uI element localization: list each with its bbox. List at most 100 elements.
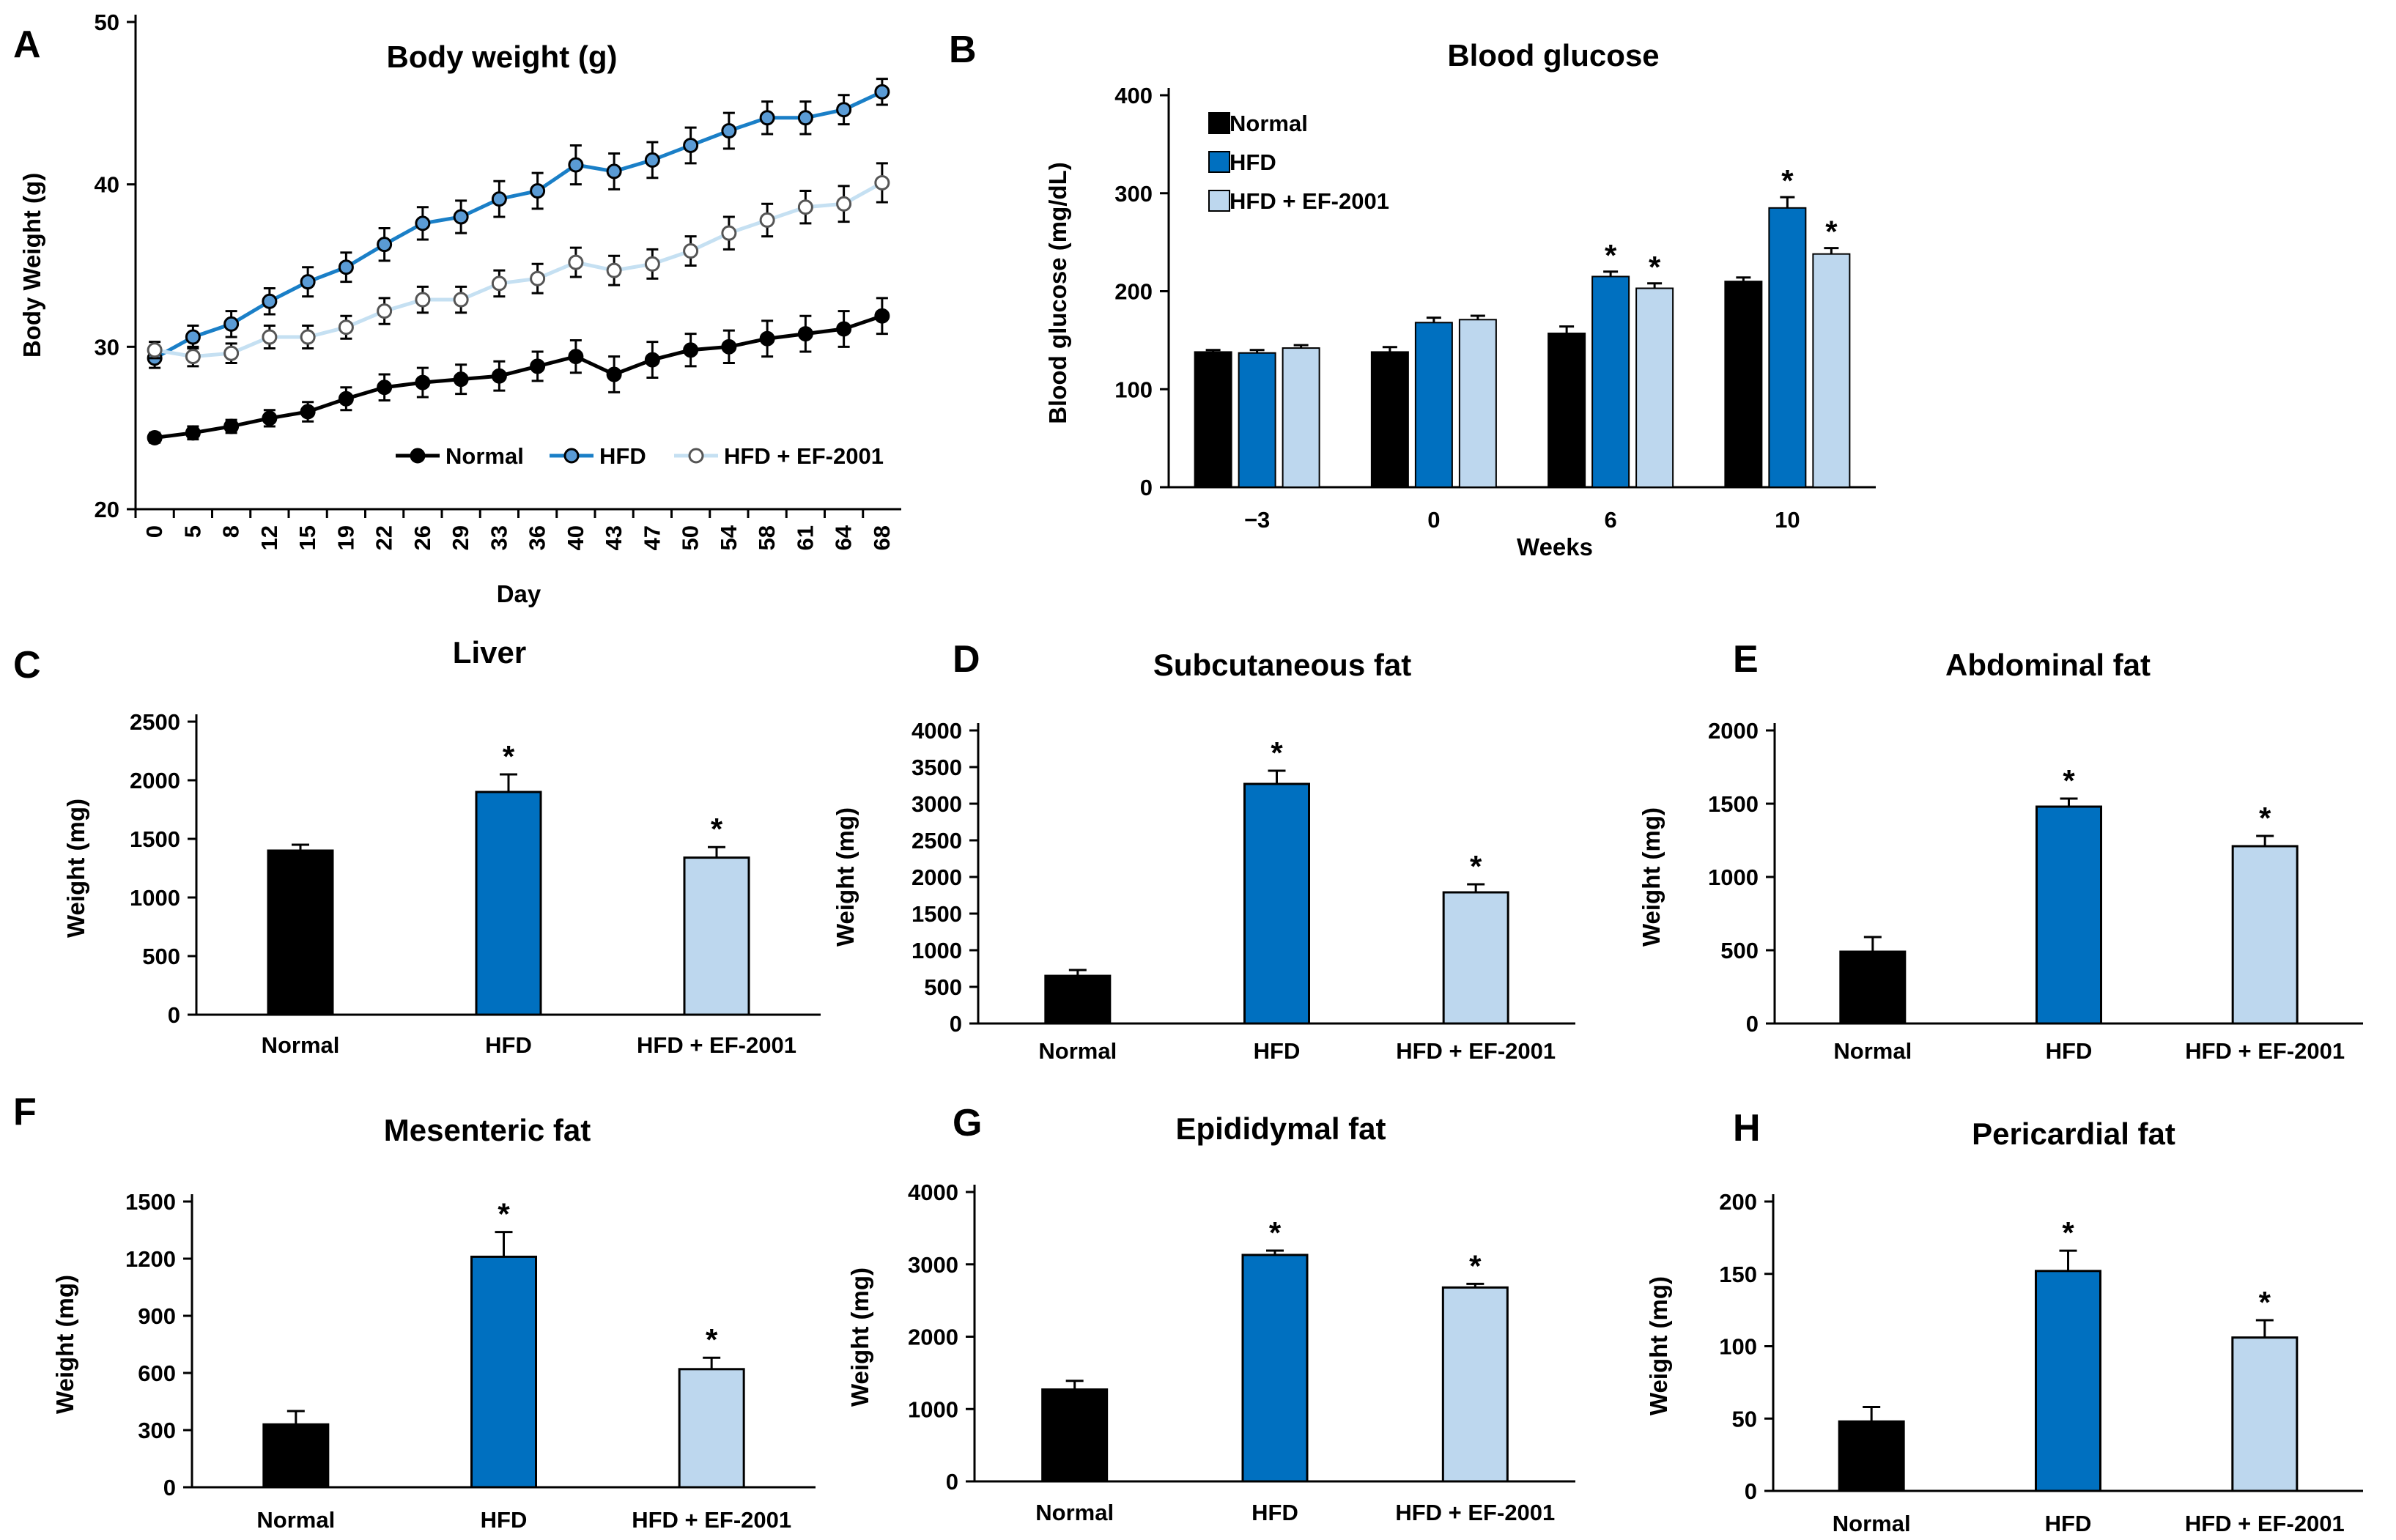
legend-label: HFD xyxy=(599,443,646,469)
y-tick-label: 1000 xyxy=(130,885,180,911)
data-point xyxy=(606,163,622,179)
x-tick-label: 47 xyxy=(639,525,665,550)
data-point xyxy=(874,84,890,100)
x-tick-label: Normal xyxy=(1833,1511,1911,1536)
data-point xyxy=(874,308,890,324)
bar xyxy=(2231,1336,2299,1492)
bar xyxy=(2231,845,2299,1025)
y-tick-label: 100 xyxy=(1719,1334,1757,1360)
data-point xyxy=(644,256,660,272)
y-tick-label: 300 xyxy=(138,1418,176,1443)
data-point xyxy=(721,123,737,139)
x-tick-label: 0 xyxy=(1427,507,1440,533)
bar xyxy=(1442,891,1509,1025)
data-point xyxy=(759,110,775,126)
y-tick-label: 600 xyxy=(138,1361,176,1386)
data-point xyxy=(453,371,469,388)
x-tick-label: −3 xyxy=(1244,507,1270,533)
chart-title: Mesenteric fat xyxy=(384,1113,591,1147)
x-tick-label: 19 xyxy=(333,525,358,550)
x-tick-label: 0 xyxy=(141,525,167,538)
y-tick-label: 1000 xyxy=(908,1396,958,1422)
data-point xyxy=(530,358,546,374)
data-point xyxy=(644,152,660,168)
significance-star: * xyxy=(706,1322,718,1357)
bar xyxy=(2036,805,2102,1025)
significance-star: * xyxy=(1469,1248,1482,1283)
legend-swatch xyxy=(1208,151,1230,173)
y-tick-label: 3000 xyxy=(908,1252,958,1278)
x-tick-label: HFD xyxy=(481,1507,528,1533)
y-tick-label: 20 xyxy=(95,497,119,522)
significance-star: * xyxy=(711,812,723,846)
data-point xyxy=(262,293,278,309)
chart-title: Pericardial fat xyxy=(1972,1117,2175,1151)
data-point xyxy=(300,329,316,345)
x-tick-label: Normal xyxy=(262,1032,340,1058)
y-tick-label: 500 xyxy=(142,944,180,969)
significance-star: * xyxy=(1269,1215,1282,1250)
y-tick-label: 0 xyxy=(1140,475,1153,500)
panel-letter: G xyxy=(953,1102,982,1144)
x-axis-label: Weeks xyxy=(1517,533,1593,560)
y-tick-label: 0 xyxy=(1745,1478,1757,1504)
data-point xyxy=(185,329,201,345)
panel-C: C Liver Weight (mg) 0 500 1000 1500 2000 2500 Nor… xyxy=(13,635,821,1058)
panel-F: F Mesenteric fat Weight (mg) 0 300 600 900 1200… xyxy=(13,1091,816,1533)
x-tick-label: HFD + EF-2001 xyxy=(1396,1038,1556,1064)
legend-label: HFD + EF-2001 xyxy=(1230,188,1389,214)
chart-title: Abdominal fat xyxy=(1945,648,2151,682)
y-tick-label: 1500 xyxy=(125,1189,176,1215)
data-point xyxy=(491,275,507,292)
panel-G: G Epididymal fat Weight (mg) 0 1000 2000 3000 4… xyxy=(846,1102,1575,1525)
significance-star: * xyxy=(1825,215,1838,249)
data-point xyxy=(491,368,507,384)
x-tick-label: 64 xyxy=(831,525,857,550)
significance-star: * xyxy=(503,739,515,774)
chart-title: Epididymal fat xyxy=(1175,1111,1386,1146)
bar xyxy=(1548,333,1586,489)
bar xyxy=(262,1423,330,1489)
data-point xyxy=(415,374,431,390)
data-point xyxy=(377,237,393,253)
x-tick-label: 5 xyxy=(180,525,205,538)
y-tick-label: 0 xyxy=(946,1469,958,1495)
x-tick-label: 58 xyxy=(754,525,780,550)
panel-H: H Pericardial fat Weight (mg) 0 50 100 150 200 N… xyxy=(1645,1107,2363,1536)
y-tick-label: 40 xyxy=(95,172,119,198)
data-point xyxy=(223,345,240,361)
bar xyxy=(678,1368,745,1489)
series-hfd xyxy=(147,78,890,369)
y-tick-label: 200 xyxy=(1719,1189,1757,1215)
y-tick-label: 500 xyxy=(1720,938,1759,963)
y-tick-label: 1200 xyxy=(125,1246,176,1272)
data-point xyxy=(415,292,431,308)
legend-label: HFD xyxy=(1230,149,1276,175)
data-point xyxy=(185,349,201,365)
bar xyxy=(2035,1270,2101,1492)
data-point xyxy=(300,404,316,420)
y-axis-label: Weight (mg) xyxy=(846,1267,873,1407)
significance-star: * xyxy=(1605,238,1617,273)
legend-swatch-marker xyxy=(563,448,580,464)
y-tick-label: 1000 xyxy=(912,938,962,963)
y-tick-label: 500 xyxy=(924,974,962,1000)
y-tick-label: 1000 xyxy=(1708,865,1759,890)
chart-title: Liver xyxy=(453,635,526,670)
bar xyxy=(475,791,542,1016)
series-hfd-ef-2001 xyxy=(147,162,890,368)
significance-star: * xyxy=(498,1197,510,1232)
data-point xyxy=(721,338,737,355)
data-point xyxy=(262,410,278,426)
x-tick-label: 29 xyxy=(448,525,473,550)
bar xyxy=(1370,351,1409,488)
data-point xyxy=(797,199,813,215)
x-tick-label: 50 xyxy=(678,525,703,550)
data-point xyxy=(415,215,431,232)
legend: Normal HFD HFD + EF-2001 xyxy=(1208,111,1389,214)
bar xyxy=(1635,287,1674,488)
y-tick-label: 50 xyxy=(1732,1406,1757,1432)
data-point xyxy=(223,316,240,332)
data-point xyxy=(338,259,354,275)
